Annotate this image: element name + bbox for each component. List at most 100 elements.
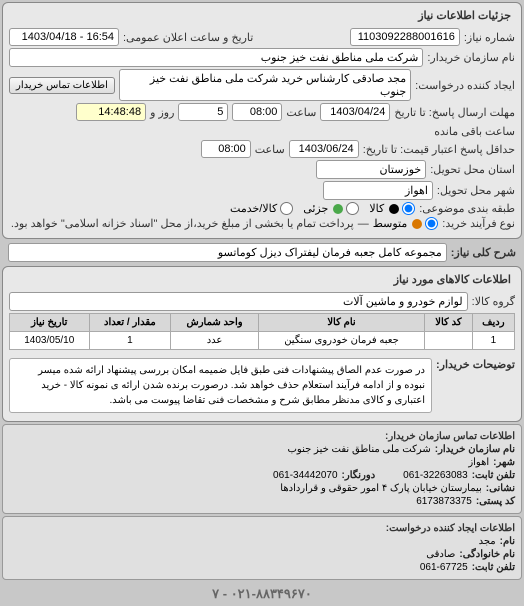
row-buyer: نام سازمان خریدار: شرکت ملی مناطق نفت خی… xyxy=(9,48,515,67)
td-4: 1 xyxy=(89,332,171,350)
c1-addr-value: بیمارستان خیابان پارک ۴ امور حقوقی و قرا… xyxy=(280,483,482,494)
c1-addr: نشانی: بیمارستان خیابان پارک ۴ امور حقوق… xyxy=(9,483,515,494)
row-province: استان محل تحویل: خوزستان xyxy=(9,160,515,179)
c1-city: شهر: اهواز xyxy=(9,457,515,468)
th-4: مقدار / تعداد xyxy=(89,314,171,332)
c2-tel-value: 061-67725 xyxy=(420,562,468,573)
radio-service-input[interactable] xyxy=(280,202,293,215)
buyer-label: نام سازمان خریدار: xyxy=(427,51,515,64)
c1-tel-value: 061-32263083 xyxy=(403,470,468,481)
row-desc: شرح کلی نیاز: مجموعه کامل جعبه فرمان لیف… xyxy=(0,241,524,264)
radio-all-label: کالا xyxy=(369,202,384,215)
td-1 xyxy=(425,332,473,350)
c1-org-label: نام سازمان خریدار: xyxy=(435,444,515,455)
dot-both xyxy=(333,204,343,214)
c1-city-value: اهواز xyxy=(468,457,489,468)
c1-post: کد پستی: 6173873375 xyxy=(9,496,515,507)
dot-process xyxy=(412,219,422,229)
th-1: کد کالا xyxy=(425,314,473,332)
days-label: روز و xyxy=(150,106,174,119)
dash: — xyxy=(358,218,369,230)
reply-time: 08:00 xyxy=(201,140,251,158)
contact2-title: اطلاعات ایجاد کننده درخواست: xyxy=(9,523,515,534)
buyer-value: شرکت ملی مناطق نفت خیز جنوب xyxy=(9,48,423,67)
contact-buyer-block: اطلاعات تماس سازمان خریدار: نام سازمان خ… xyxy=(2,424,522,514)
c1-addr-label: نشانی: xyxy=(486,483,515,494)
contact1-title: اطلاعات تماس سازمان خریدار: xyxy=(9,431,515,442)
province-label: استان محل تحویل: xyxy=(430,163,515,176)
creator-value: مجد صادقی کارشناس خرید شرکت ملی مناطق نف… xyxy=(119,69,411,101)
deadline-label: مهلت ارسال پاسخ: تا تاریخ xyxy=(394,106,515,119)
days-value: 5 xyxy=(178,103,228,121)
c1-post-value: 6173873375 xyxy=(416,496,472,507)
group-type-radios: کالا جزئی کالا/خدمت xyxy=(230,202,415,215)
group-type-label: طبقه بندی موضوعی: xyxy=(419,202,515,215)
radio-process-label: متوسط xyxy=(373,217,408,230)
process-note: پرداخت تمام یا بخشی از مبلغ خرید،از محل … xyxy=(9,217,354,230)
city-value: اهواز xyxy=(323,181,433,200)
contact-creator-block: اطلاعات ایجاد کننده درخواست: نام: مجد نا… xyxy=(2,516,522,580)
reply-date: 1403/06/24 xyxy=(289,140,359,158)
radio-both-label: جزئی xyxy=(303,202,328,215)
radio-all-input[interactable] xyxy=(402,202,415,215)
city-label: شهر محل تحویل: xyxy=(437,184,515,197)
c1-city-label: شهر: xyxy=(493,457,515,468)
details-panel: جزئیات اطلاعات نیاز شماره نیاز: 11030922… xyxy=(2,2,522,239)
req-num-value: 1103092288001616 xyxy=(350,28,460,46)
process-label: نوع فرآیند خرید: xyxy=(442,217,515,230)
province-value: خوزستان xyxy=(316,160,426,179)
c1-fax-label: دورنگار: xyxy=(342,470,376,481)
desc-label: شرح کلی نیاز: xyxy=(451,246,516,259)
th-5: تاریخ نیاز xyxy=(10,314,90,332)
row-creator: ایجاد کننده درخواست: مجد صادقی کارشناس خ… xyxy=(9,69,515,101)
table-header-row: ردیف کد کالا نام کالا واحد شمارش مقدار /… xyxy=(10,314,515,332)
c2-lname-label: نام خانوادگی: xyxy=(459,549,515,560)
td-5: 1403/05/10 xyxy=(10,332,90,350)
c2-name: نام: مجد xyxy=(9,536,515,547)
radio-both-input[interactable] xyxy=(346,202,359,215)
deadline-time: 08:00 xyxy=(232,103,282,121)
c2-name-label: نام: xyxy=(500,536,515,547)
goods-title: اطلاعات کالاهای مورد نیاز xyxy=(9,271,515,288)
c2-tel-label: تلفن ثابت: xyxy=(472,562,515,573)
td-2: جعبه فرمان خودروی سنگین xyxy=(258,332,424,350)
note-text: در صورت عدم الصاق پیشنهادات فنی طبق فایل… xyxy=(9,358,432,413)
pub-date-label: تاریخ و ساعت اعلان عمومی: xyxy=(123,31,253,44)
remaining-time: 14:48:48 xyxy=(76,103,146,121)
th-3: واحد شمارش xyxy=(171,314,259,332)
note-label: توضیحات خریدار: xyxy=(436,354,515,371)
row-req-num: شماره نیاز: 1103092288001616 تاریخ و ساع… xyxy=(9,28,515,46)
goods-panel: اطلاعات کالاهای مورد نیاز گروه کالا: لوا… xyxy=(2,266,522,422)
footer-phone: ۰۲۱-۸۸۳۴۹۶۷۰ - ۷ xyxy=(0,582,524,606)
c1-fax-value: 061-34442070 xyxy=(273,470,338,481)
th-0: ردیف xyxy=(472,314,514,332)
remaining-label: ساعت باقی مانده xyxy=(434,125,515,138)
row-city: شهر محل تحویل: اهواز xyxy=(9,181,515,200)
row-group: گروه کالا: لوازم خودرو و ماشین آلات xyxy=(9,292,515,311)
th-2: نام کالا xyxy=(258,314,424,332)
goods-table: ردیف کد کالا نام کالا واحد شمارش مقدار /… xyxy=(9,313,515,350)
time-label-2: ساعت xyxy=(255,143,285,156)
c1-org-value: شرکت ملی مناطق نفت خیز جنوب xyxy=(288,444,431,455)
radio-process[interactable]: متوسط xyxy=(373,217,439,230)
radio-process-input[interactable] xyxy=(425,217,438,230)
row-deadline: مهلت ارسال پاسخ: تا تاریخ 1403/04/24 ساع… xyxy=(9,103,515,138)
contact-buyer-button[interactable]: اطلاعات تماس خریدار xyxy=(9,77,115,94)
c1-tel-label: تلفن ثابت: xyxy=(472,470,515,481)
c1-org: نام سازمان خریدار: شرکت ملی مناطق نفت خی… xyxy=(9,444,515,455)
c2-lname: نام خانوادگی: صادقی xyxy=(9,549,515,560)
group-label: گروه کالا: xyxy=(472,295,515,308)
radio-service[interactable]: کالا/خدمت xyxy=(230,202,293,215)
td-0: 1 xyxy=(472,332,514,350)
c1-post-label: کد پستی: xyxy=(476,496,515,507)
c2-lname-value: صادقی xyxy=(426,549,455,560)
radio-service-label: کالا/خدمت xyxy=(230,202,277,215)
dot-all xyxy=(389,204,399,214)
pub-date-value: 16:54 - 1403/04/18 xyxy=(9,28,119,46)
c1-tel: تلفن ثابت: 061-32263083 دورنگار: 061-344… xyxy=(9,470,515,481)
req-num-label: شماره نیاز: xyxy=(464,31,515,44)
radio-both[interactable]: جزئی xyxy=(303,202,359,215)
radio-all[interactable]: کالا xyxy=(369,202,415,215)
c2-tel: تلفن ثابت: 061-67725 xyxy=(9,562,515,573)
row-process: نوع فرآیند خرید: متوسط — پرداخت تمام یا … xyxy=(9,217,515,230)
